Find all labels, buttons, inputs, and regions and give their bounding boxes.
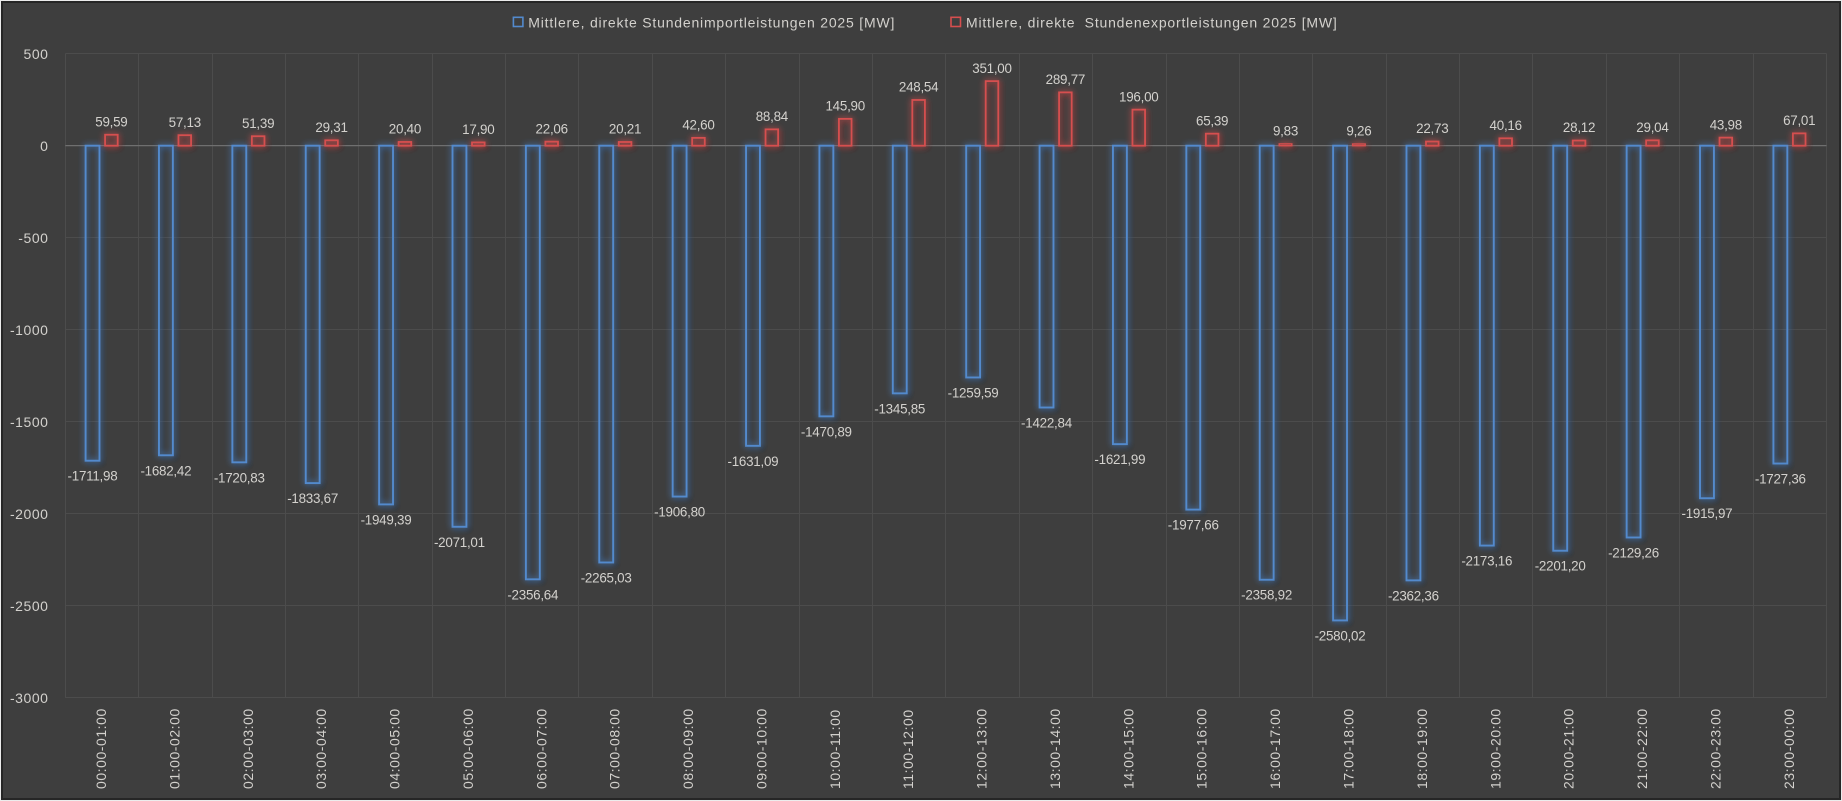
svg-text:-1259,59: -1259,59 (948, 385, 999, 400)
svg-text:-1631,09: -1631,09 (728, 454, 779, 469)
svg-text:05:00-06:00: 05:00-06:00 (460, 708, 476, 789)
svg-text:59,59: 59,59 (95, 114, 127, 129)
svg-text:51,39: 51,39 (242, 116, 274, 131)
svg-text:20:00-21:00: 20:00-21:00 (1561, 708, 1577, 789)
svg-text:00:00-01:00: 00:00-01:00 (93, 708, 109, 789)
svg-text:21:00-22:00: 21:00-22:00 (1634, 708, 1650, 789)
svg-text:9,26: 9,26 (1346, 124, 1371, 139)
svg-text:28,12: 28,12 (1563, 120, 1595, 135)
svg-text:20,21: 20,21 (609, 122, 641, 137)
svg-text:-2071,01: -2071,01 (434, 535, 485, 550)
svg-text:03:00-04:00: 03:00-04:00 (313, 708, 329, 789)
svg-text:-2129,26: -2129,26 (1608, 545, 1659, 560)
svg-text:351,00: 351,00 (972, 61, 1011, 76)
svg-text:-1470,89: -1470,89 (801, 424, 852, 439)
svg-text:196,00: 196,00 (1119, 89, 1158, 104)
svg-text:65,39: 65,39 (1196, 113, 1228, 128)
svg-text:29,31: 29,31 (315, 120, 347, 135)
svg-text:42,60: 42,60 (682, 118, 714, 133)
svg-text:Mittlere, direkte Stundenexpo: Mittlere, direkte Stundenexportleistunge… (966, 15, 1338, 31)
svg-text:-2358,92: -2358,92 (1241, 588, 1292, 603)
svg-text:43,98: 43,98 (1710, 117, 1742, 132)
svg-text:23:00-00:00: 23:00-00:00 (1781, 708, 1797, 789)
svg-text:11:00-12:00: 11:00-12:00 (900, 709, 916, 789)
svg-text:88,84: 88,84 (756, 109, 789, 124)
svg-text:09:00-10:00: 09:00-10:00 (753, 708, 769, 789)
svg-text:13:00-14:00: 13:00-14:00 (1047, 708, 1063, 789)
svg-text:01:00-02:00: 01:00-02:00 (166, 708, 182, 789)
svg-text:10:00-11:00: 10:00-11:00 (827, 709, 843, 789)
svg-text:-2000: -2000 (10, 506, 49, 522)
svg-text:16:00-17:00: 16:00-17:00 (1267, 708, 1283, 789)
svg-text:-1915,97: -1915,97 (1681, 506, 1732, 521)
svg-text:-2500: -2500 (10, 598, 49, 614)
svg-text:-1621,99: -1621,99 (1094, 452, 1145, 467)
svg-text:-2362,36: -2362,36 (1388, 588, 1439, 603)
svg-text:22,73: 22,73 (1416, 121, 1448, 136)
svg-text:-1727,36: -1727,36 (1755, 472, 1806, 487)
svg-text:-1500: -1500 (10, 414, 49, 430)
svg-text:06:00-07:00: 06:00-07:00 (533, 708, 549, 789)
svg-text:145,90: 145,90 (825, 99, 864, 114)
svg-text:-1422,84: -1422,84 (1021, 416, 1073, 431)
svg-text:29,04: 29,04 (1636, 120, 1669, 135)
svg-text:-1000: -1000 (10, 322, 49, 338)
svg-text:Mittlere, direkte Stundenimpor: Mittlere, direkte Stundenimportleistunge… (528, 15, 895, 31)
svg-text:04:00-05:00: 04:00-05:00 (387, 708, 403, 789)
svg-text:20,40: 20,40 (389, 122, 421, 137)
svg-text:-3000: -3000 (10, 690, 49, 706)
svg-text:-1949,39: -1949,39 (361, 512, 412, 527)
svg-text:9,83: 9,83 (1273, 124, 1298, 139)
svg-text:-1682,42: -1682,42 (140, 463, 191, 478)
svg-text:289,77: 289,77 (1046, 72, 1085, 87)
svg-text:14:00-15:00: 14:00-15:00 (1120, 708, 1136, 789)
svg-text:-1345,85: -1345,85 (874, 401, 925, 416)
svg-text:40,16: 40,16 (1490, 118, 1522, 133)
svg-text:-2265,03: -2265,03 (581, 570, 632, 585)
svg-text:15:00-16:00: 15:00-16:00 (1194, 708, 1210, 789)
svg-text:18:00-19:00: 18:00-19:00 (1414, 708, 1430, 789)
svg-text:67,01: 67,01 (1783, 113, 1815, 128)
svg-text:-2580,02: -2580,02 (1315, 628, 1366, 643)
svg-text:-1906,80: -1906,80 (654, 505, 705, 520)
svg-text:248,54: 248,54 (899, 80, 939, 95)
svg-text:07:00-08:00: 07:00-08:00 (607, 708, 623, 789)
svg-text:0: 0 (40, 138, 48, 154)
svg-text:-500: -500 (18, 230, 48, 246)
svg-text:22,06: 22,06 (536, 121, 568, 136)
svg-text:-1977,66: -1977,66 (1168, 518, 1219, 533)
svg-text:19:00-20:00: 19:00-20:00 (1487, 708, 1503, 789)
svg-text:02:00-03:00: 02:00-03:00 (240, 708, 256, 789)
svg-text:17,90: 17,90 (462, 122, 494, 137)
svg-text:500: 500 (23, 46, 48, 62)
svg-text:-1720,83: -1720,83 (214, 470, 265, 485)
svg-text:08:00-09:00: 08:00-09:00 (680, 708, 696, 789)
svg-text:-2356,64: -2356,64 (507, 587, 559, 602)
svg-text:17:00-18:00: 17:00-18:00 (1341, 708, 1357, 789)
svg-text:12:00-13:00: 12:00-13:00 (974, 708, 990, 789)
svg-text:22:00-23:00: 22:00-23:00 (1707, 708, 1723, 789)
svg-text:-1711,98: -1711,98 (68, 469, 118, 484)
svg-text:-1833,67: -1833,67 (287, 491, 338, 506)
svg-text:57,13: 57,13 (169, 115, 201, 130)
svg-text:-2201,20: -2201,20 (1535, 559, 1586, 574)
svg-text:-2173,16: -2173,16 (1461, 554, 1512, 569)
